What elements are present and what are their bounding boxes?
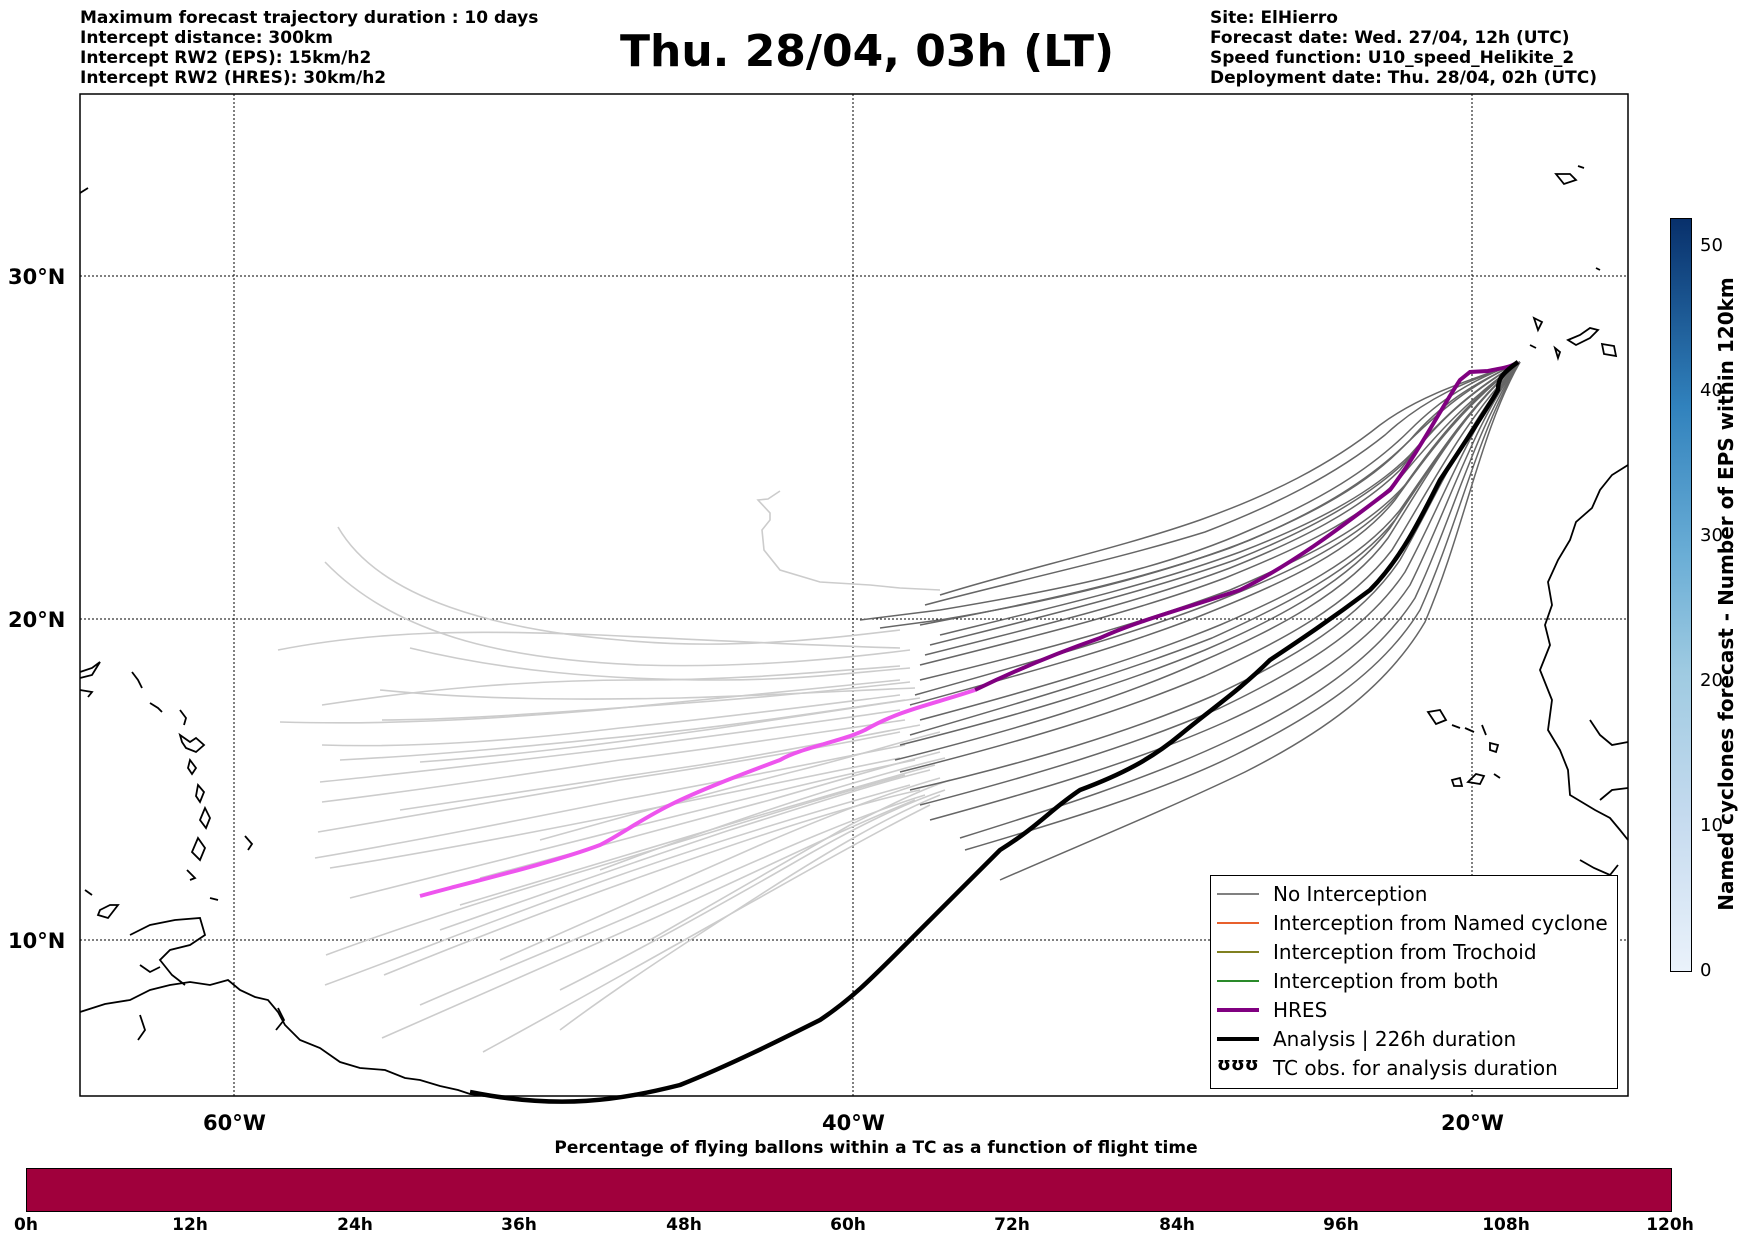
- hres-trajectory-far: [419, 688, 976, 898]
- colorbar-tick: 0h: [14, 1215, 38, 1235]
- legend-label: Analysis | 226h duration: [1273, 1027, 1517, 1051]
- legend-swatch: [1217, 1008, 1259, 1012]
- lon-label: 20°W: [1441, 1111, 1504, 1135]
- lat-label: 30°N: [8, 265, 65, 289]
- colorbar-tick: 60h: [830, 1215, 866, 1235]
- colorbar-tick: 40: [1700, 380, 1723, 401]
- colorbar-tick: 10: [1700, 815, 1723, 836]
- legend-label: Interception from both: [1273, 969, 1499, 993]
- eps-near-trajectories: [859, 361, 1521, 881]
- colorbar-tick: 12h: [172, 1215, 208, 1235]
- legend-label: Interception from Named cyclone: [1273, 911, 1608, 935]
- legend-label: Interception from Trochoid: [1273, 940, 1537, 964]
- colorbar-tick: 48h: [666, 1215, 702, 1235]
- colorbar-tick: 72h: [994, 1215, 1030, 1235]
- legend-swatch: [1217, 922, 1259, 924]
- colorbar-tick: 120h: [1646, 1215, 1694, 1235]
- legend-swatch: [1217, 951, 1259, 953]
- legend-swatch: [1217, 893, 1259, 895]
- hres-trajectory: [974, 360, 1520, 692]
- coastlines: [79, 165, 1629, 1097]
- tc-symbol-icon: ʊʊʊ: [1217, 1054, 1259, 1075]
- colorbar-tick: 20: [1700, 670, 1723, 691]
- colorbar-tick: 108h: [1482, 1215, 1530, 1235]
- page-title: Thu. 28/04, 03h (LT): [620, 26, 1115, 77]
- colorbar-tick: 50: [1700, 235, 1723, 256]
- header-left-line: Intercept RW2 (HRES): 30km/h2: [80, 68, 387, 88]
- header-right-line: Deployment date: Thu. 28/04, 02h (UTC): [1210, 68, 1597, 88]
- colorbar-tick: 24h: [337, 1215, 373, 1235]
- header-left-line: Maximum forecast trajectory duration : 1…: [80, 8, 539, 28]
- header-right-info: Site: ElHierro Forecast date: Wed. 27/04…: [1210, 8, 1597, 88]
- legend-swatch: [1217, 1037, 1259, 1041]
- horizontal-colorbar: [26, 1168, 1672, 1212]
- colorbar-tick: 96h: [1323, 1215, 1359, 1235]
- header-right-line: Speed function: U10_speed_Helikite_2: [1210, 48, 1575, 68]
- colorbar-tick: 84h: [1159, 1215, 1195, 1235]
- legend-swatch: [1217, 980, 1259, 982]
- colorbar-tick: 0: [1700, 960, 1712, 981]
- vertical-colorbar: [1670, 218, 1692, 972]
- header-left-info: Maximum forecast trajectory duration : 1…: [80, 8, 538, 88]
- lat-label: 20°N: [8, 608, 65, 632]
- colorbar-title: Percentage of flying ballons within a TC…: [554, 1138, 1198, 1158]
- lon-label: 40°W: [822, 1111, 885, 1135]
- analysis-trajectory: [469, 360, 1520, 1104]
- colorbar-tick: 36h: [501, 1215, 537, 1235]
- header-left-line: Intercept distance: 300km: [80, 28, 333, 48]
- header-right-line: Forecast date: Wed. 27/04, 12h (UTC): [1210, 28, 1570, 48]
- map-legend: No Interception Interception from Named …: [1210, 875, 1618, 1089]
- lon-label: 60°W: [203, 1111, 266, 1135]
- header-right-line: Site: ElHierro: [1210, 8, 1338, 28]
- eps-far-trajectories: [277, 490, 951, 1053]
- colorbar-label: Named cyclones forecast - Number of EPS …: [1714, 277, 1738, 911]
- header-left-line: Intercept RW2 (EPS): 15km/h2: [80, 48, 372, 68]
- legend-label: TC obs. for analysis duration: [1273, 1056, 1558, 1080]
- colorbar-tick: 30: [1700, 525, 1723, 546]
- legend-label: HRES: [1273, 998, 1328, 1022]
- legend-label: No Interception: [1273, 882, 1428, 906]
- lat-label: 10°N: [8, 929, 65, 953]
